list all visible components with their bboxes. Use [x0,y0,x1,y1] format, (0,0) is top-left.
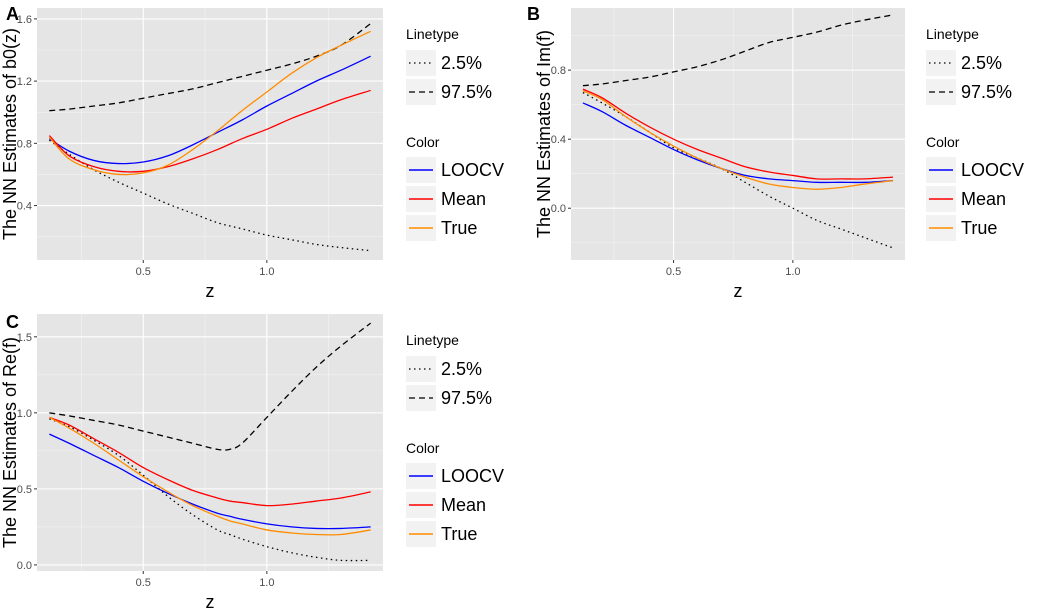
panel-tag: A [6,4,19,24]
y-axis-title: The NN Estimates of Re(f) [0,337,20,548]
legend-key [406,356,436,382]
legend-title-color: Color [926,134,960,150]
x-tick-label: 0.5 [666,266,681,278]
legend-label: Mean [441,189,486,209]
y-tick-label: 1.2 [17,76,32,88]
legend-label: LOOCV [441,160,504,180]
y-tick-label: 0.4 [17,201,32,213]
legend-label: True [441,218,477,238]
y-tick-label: 0.4 [551,134,566,146]
legend-label: Mean [961,189,1006,209]
series-line-loocv [49,433,371,530]
series-line-loocv [582,102,894,184]
series-line-25 [582,92,894,249]
y-tick-label: 1.5 [17,332,32,344]
legend-label: 97.5% [441,388,492,408]
series-line-true [49,416,371,536]
legend-title-color: Color [406,440,440,456]
x-tick-label: 1.0 [259,266,274,278]
legend-title-linetype: Linetype [926,26,979,42]
legend-key [926,50,956,76]
legend-title-color: Color [406,134,440,150]
x-axis-title: z [206,281,215,301]
panel-c: 0.5 1.0 0.0 0.5 1.0 1.5 z The NN Estimates of R… [0,312,504,612]
legend-label: Mean [441,495,486,515]
legend-title-linetype: Linetype [406,26,459,42]
legend-label: 2.5% [961,53,1002,73]
y-tick-label: 0.0 [17,560,32,572]
x-tick-label: 1.0 [259,577,274,589]
plot-background [571,8,905,260]
x-tick-label: 0.5 [136,266,151,278]
y-tick-label: 0.0 [551,203,566,215]
series-line-975 [49,23,372,112]
plot-background [37,8,383,260]
panel-b: 0.5 1.0 0.0 0.4 0.8 z The NN Estimates of Im(f… [527,4,1024,301]
y-tick-label: 0.8 [17,138,32,150]
series-line-975 [49,322,372,451]
series-line-mean [48,89,371,173]
plot-background [37,314,383,571]
panel-tag: C [6,312,19,332]
x-axis-title: z [206,592,215,612]
series-line-975 [582,14,894,87]
series-line-mean [49,416,371,507]
legend-label: LOOCV [441,466,504,486]
panel-a: 0.5 1.0 0.4 0.8 1.2 1.6 z The NN Estimates of b… [0,4,504,301]
x-tick-label: 0.5 [136,577,151,589]
series-line-loocv [49,55,371,165]
series-line-true [48,30,371,176]
y-tick-label: 0.8 [551,65,566,77]
legend-label: 97.5% [961,82,1012,102]
legend-label: 2.5% [441,359,482,379]
series-line-true [582,90,894,190]
legend-label: True [961,218,997,238]
y-axis-title: The NN Estimates of Im(f) [534,30,554,238]
legend-label: 2.5% [441,53,482,73]
x-tick-label: 1.0 [785,266,800,278]
y-tick-label: 1.6 [17,14,32,26]
legend-label: LOOCV [961,160,1024,180]
series-line-mean [582,88,894,180]
y-axis-title: The NN Estimates of b0(z) [0,28,20,240]
legend-key [406,50,436,76]
panel-tag: B [527,4,540,24]
x-axis-title: z [734,281,743,301]
legend-label: True [441,524,477,544]
y-tick-label: 1.0 [17,408,32,420]
legend-label: 97.5% [441,82,492,102]
legend-title-linetype: Linetype [406,332,459,348]
y-tick-label: 0.5 [17,484,32,496]
